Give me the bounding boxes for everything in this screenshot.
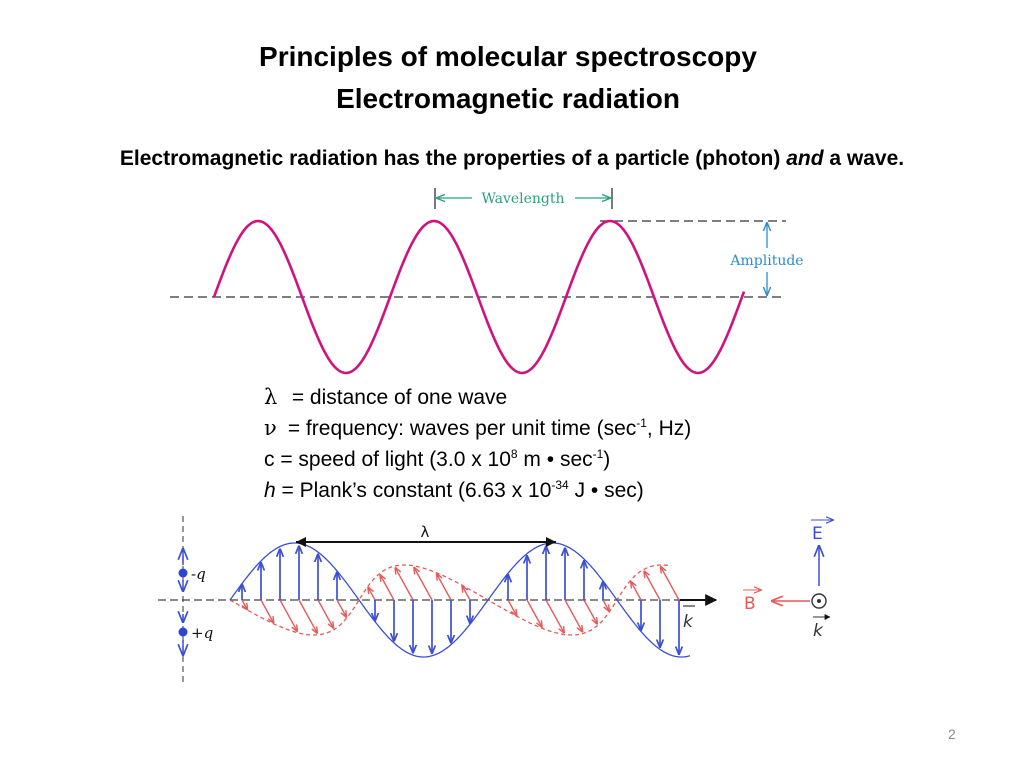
magnetic-field-vector: [661, 567, 680, 601]
nu-exponent: -1: [636, 416, 647, 430]
magnetic-field-vector: [279, 599, 297, 631]
magnetic-field-vector: [583, 599, 597, 624]
intro-emphasis: and: [786, 147, 824, 170]
b-label: B: [744, 594, 756, 614]
h-definition-end: J • sec): [568, 479, 644, 502]
magnetic-field-vector: [462, 586, 471, 601]
magnetic-field-vector: [602, 599, 609, 611]
definition-c: c = speed of light (3.0 x 108 m • sec-1): [264, 444, 691, 475]
wavelength-label: Wavelength: [481, 191, 564, 207]
definition-nu: ν = frequency: waves per unit time (sec-…: [264, 413, 691, 444]
magnetic-field-vector: [507, 599, 517, 616]
intro-sentence: Electromagnetic radiation has the proper…: [0, 144, 1024, 174]
h-definition: = Plank’s constant (6.63 x 10: [275, 479, 552, 502]
magnetic-field-arrows: [242, 567, 680, 633]
magnetic-field-vector: [380, 575, 395, 601]
magnetic-field-vector: [631, 582, 642, 601]
title-line-2: Electromagnetic radiation: [336, 83, 680, 114]
magnetic-field-vector: [526, 599, 542, 627]
magnetic-field-vector: [644, 571, 661, 601]
em-wave-diagram: -q +q k λ E B k: [158, 516, 833, 684]
lambda-bracket-right-head: [546, 537, 556, 547]
electric-field-wave: [229, 542, 691, 658]
magnetic-field-vector: [564, 599, 582, 632]
definition-h: h = Plank’s constant (6.63 x 10-34 J • s…: [264, 475, 691, 506]
magnetic-field-vector: [260, 599, 274, 623]
nu-definition: = frequency: waves per unit time (sec: [282, 417, 637, 440]
c-definition: c = speed of light (3.0 x 10: [264, 448, 511, 471]
c-exponent-1: 8: [510, 447, 518, 461]
magnetic-field-vector: [437, 574, 452, 601]
sine-wave: [212, 219, 746, 375]
nu-definition-end: , Hz): [646, 417, 692, 440]
amplitude-label: Amplitude: [729, 253, 803, 269]
slide-title: Principles of molecular spectroscopy Ele…: [0, 36, 1016, 120]
lambda-definition: = distance of one wave: [286, 386, 508, 409]
h-exponent: -34: [551, 478, 569, 492]
magnetic-field-vector: [317, 599, 333, 628]
k-out-of-page-dot: [817, 599, 821, 603]
electric-field-arrows: [242, 546, 679, 654]
magnetic-field-vector: [545, 599, 564, 633]
lambda-label: λ: [421, 523, 430, 541]
definition-lambda: λ = distance of one wave: [264, 382, 691, 413]
definitions-list: λ = distance of one wave ν = frequency: …: [264, 382, 691, 506]
c-definition-middle: m • sec: [517, 448, 593, 471]
e-label: E: [812, 524, 823, 544]
intro-text-after: a wave.: [823, 147, 905, 170]
minus-q-label: -q: [191, 565, 206, 583]
page-number: 2: [948, 726, 956, 742]
magnetic-field-vector: [395, 568, 414, 601]
intro-text-before: Electromagnetic radiation has the proper…: [119, 147, 787, 170]
k-label: k: [683, 612, 694, 632]
magnetic-field-vector: [368, 587, 376, 601]
magnetic-field-vector: [242, 599, 247, 610]
lambda-bracket-left-head: [296, 537, 306, 547]
h-symbol: h: [264, 479, 276, 502]
negative-charge: [178, 568, 188, 578]
lambda-symbol: λ: [264, 385, 278, 409]
positive-charge: [178, 627, 188, 637]
nu-symbol: ν: [264, 416, 277, 440]
plus-q-label: +q: [191, 624, 213, 642]
magnetic-field-vector: [414, 568, 433, 601]
magnetic-field-vector: [298, 599, 317, 633]
c-exponent-2: -1: [592, 447, 604, 461]
k-axis-label: k: [813, 621, 824, 641]
title-line-1: Principles of molecular spectroscopy: [259, 41, 757, 72]
magnetic-field-vector: [336, 599, 346, 617]
c-definition-end: ): [603, 448, 611, 471]
